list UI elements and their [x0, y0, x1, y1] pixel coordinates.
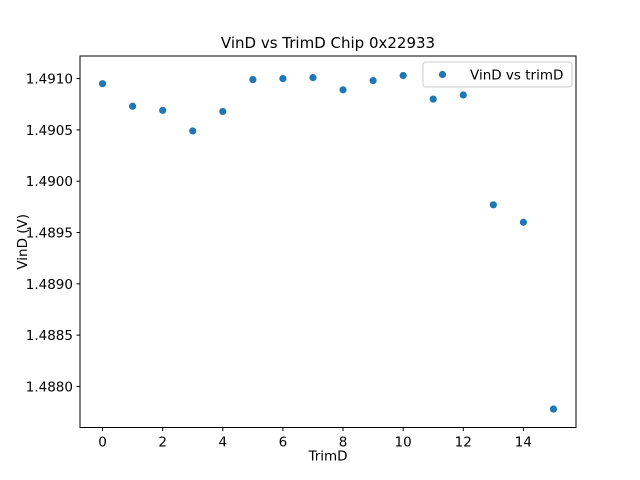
legend: VinD vs trimD: [422, 61, 573, 88]
data-point: [459, 91, 467, 99]
axes-frame: [79, 55, 577, 428]
data-point: [189, 127, 197, 135]
data-point: [369, 77, 377, 85]
y-tick-label: 1.4885: [26, 328, 73, 344]
y-tick-label: 1.4890: [26, 277, 73, 293]
x-tick-label: 2: [158, 435, 167, 451]
x-tick-label: 6: [279, 435, 288, 451]
y-tick-label: 1.4910: [26, 72, 73, 88]
y-axis-ticks: 1.4880 1.4885 1.4890 1.4895 1.4900 1.4905 1.49…: [26, 72, 80, 395]
data-point: [429, 95, 437, 103]
x-tick-label: 0: [98, 435, 107, 451]
data-point: [399, 71, 407, 80]
legend-box: [422, 61, 573, 88]
data-point: [159, 106, 167, 114]
chart-title: VinD vs TrimD Chip 0x22933: [221, 34, 435, 52]
y-tick-label: 1.4895: [26, 226, 73, 242]
data-point: [489, 201, 497, 209]
data-point: [519, 218, 527, 226]
y-tick-label: 1.4880: [26, 379, 73, 395]
x-tick-label: 4: [218, 435, 227, 451]
data-point: [129, 102, 137, 110]
data-point: [249, 76, 257, 84]
legend-marker-icon: [438, 70, 447, 79]
x-axis-label: TrimD: [307, 449, 347, 465]
x-tick-label: 14: [515, 435, 532, 451]
data-point: [279, 74, 287, 83]
data-point: [549, 405, 558, 413]
x-axis-ticks: 0 2 4 6 8 10 12 14: [98, 427, 532, 451]
y-tick-label: 1.4900: [26, 174, 73, 190]
scatter-points: [98, 71, 558, 413]
x-tick-label: 10: [395, 435, 412, 451]
data-point: [309, 73, 317, 82]
x-tick-label: 12: [455, 435, 472, 451]
data-point: [339, 86, 347, 94]
y-axis-label: VinD (V): [15, 214, 31, 270]
y-tick-label: 1.4905: [26, 123, 73, 139]
x-tick-label: 8: [339, 435, 348, 451]
data-point: [219, 107, 227, 116]
data-point: [98, 80, 107, 88]
legend-label: VinD vs trimD: [470, 68, 563, 84]
